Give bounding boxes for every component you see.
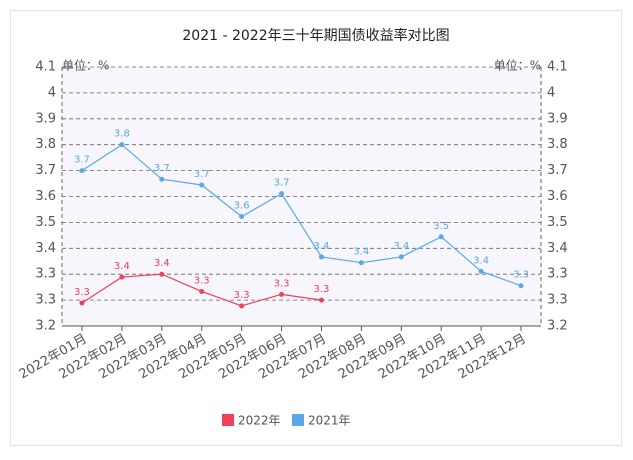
y2-tick-label: 3.2 xyxy=(547,319,568,334)
data-label: 3.4 xyxy=(393,241,409,252)
data-label: 3.6 xyxy=(234,201,250,212)
point xyxy=(119,274,125,280)
point xyxy=(318,254,324,260)
y-tick-label: 3.2 xyxy=(35,319,56,334)
y-tick-label: 3.4 xyxy=(35,241,56,256)
data-label: 3.3 xyxy=(74,287,90,298)
point xyxy=(518,283,524,289)
legend-label: 2021年 xyxy=(308,414,351,428)
point xyxy=(159,271,165,277)
point xyxy=(79,300,85,306)
y-unit: 单位：% xyxy=(62,58,109,73)
data-label: 3.3 xyxy=(234,290,250,301)
point xyxy=(279,291,285,297)
y2-tick-label: 3.8 xyxy=(547,137,568,152)
y2-tick-label: 4.1 xyxy=(547,60,568,75)
y2-tick-label: 3.6 xyxy=(547,189,568,204)
y-tick-label: 3.8 xyxy=(35,137,56,152)
data-label: 3.3 xyxy=(194,275,210,286)
point xyxy=(239,214,245,220)
data-label: 3.5 xyxy=(433,221,449,232)
data-label: 3.4 xyxy=(114,261,130,272)
point xyxy=(398,254,404,260)
y-tick-label: 3.3 xyxy=(35,293,56,308)
data-label: 3.7 xyxy=(194,169,210,180)
data-label: 3.4 xyxy=(154,258,170,269)
point xyxy=(159,176,165,182)
y2-tick-label: 3.3 xyxy=(547,267,568,282)
point xyxy=(199,182,205,188)
y-tick-label: 3.9 xyxy=(35,111,56,126)
chart-title: 2021 - 2022年三十年期国债收益率对比图 xyxy=(182,27,449,44)
point xyxy=(199,288,205,294)
data-label: 3.3 xyxy=(513,270,529,281)
point xyxy=(79,168,85,174)
data-label: 3.3 xyxy=(314,284,330,295)
y2-tick-label: 3.7 xyxy=(547,163,568,178)
point xyxy=(239,303,245,309)
y-tick-label: 3.3 xyxy=(35,267,56,282)
y-tick-label: 3.7 xyxy=(35,163,56,178)
point xyxy=(478,268,484,274)
data-label: 3.7 xyxy=(74,155,90,166)
y-tick-label: 3.6 xyxy=(35,189,56,204)
legend-swatch xyxy=(292,414,304,426)
y2-unit: 单位：% xyxy=(494,58,541,73)
data-label: 3.7 xyxy=(154,163,170,174)
y-tick-label: 3.5 xyxy=(35,215,56,230)
data-label: 3.8 xyxy=(114,129,130,140)
point xyxy=(358,260,364,266)
legend-label: 2022年 xyxy=(238,414,281,428)
series-line xyxy=(81,143,522,287)
y2-tick-label: 3.5 xyxy=(547,215,568,230)
point xyxy=(119,142,125,148)
point xyxy=(438,234,444,240)
data-label: 3.4 xyxy=(473,255,489,266)
y-tick-label: 4.1 xyxy=(35,60,56,75)
data-label: 3.3 xyxy=(274,278,290,289)
y2-tick-label: 3.3 xyxy=(547,293,568,308)
data-label: 3.4 xyxy=(314,241,330,252)
y2-tick-label: 4 xyxy=(547,85,555,100)
point xyxy=(318,297,324,303)
y2-tick-label: 3.9 xyxy=(547,111,568,126)
legend-swatch xyxy=(222,414,234,426)
y2-tick-label: 3.4 xyxy=(547,241,568,256)
data-label: 3.4 xyxy=(353,247,369,258)
point xyxy=(279,191,285,197)
data-label: 3.7 xyxy=(274,178,290,189)
y-tick-label: 4 xyxy=(48,85,56,100)
